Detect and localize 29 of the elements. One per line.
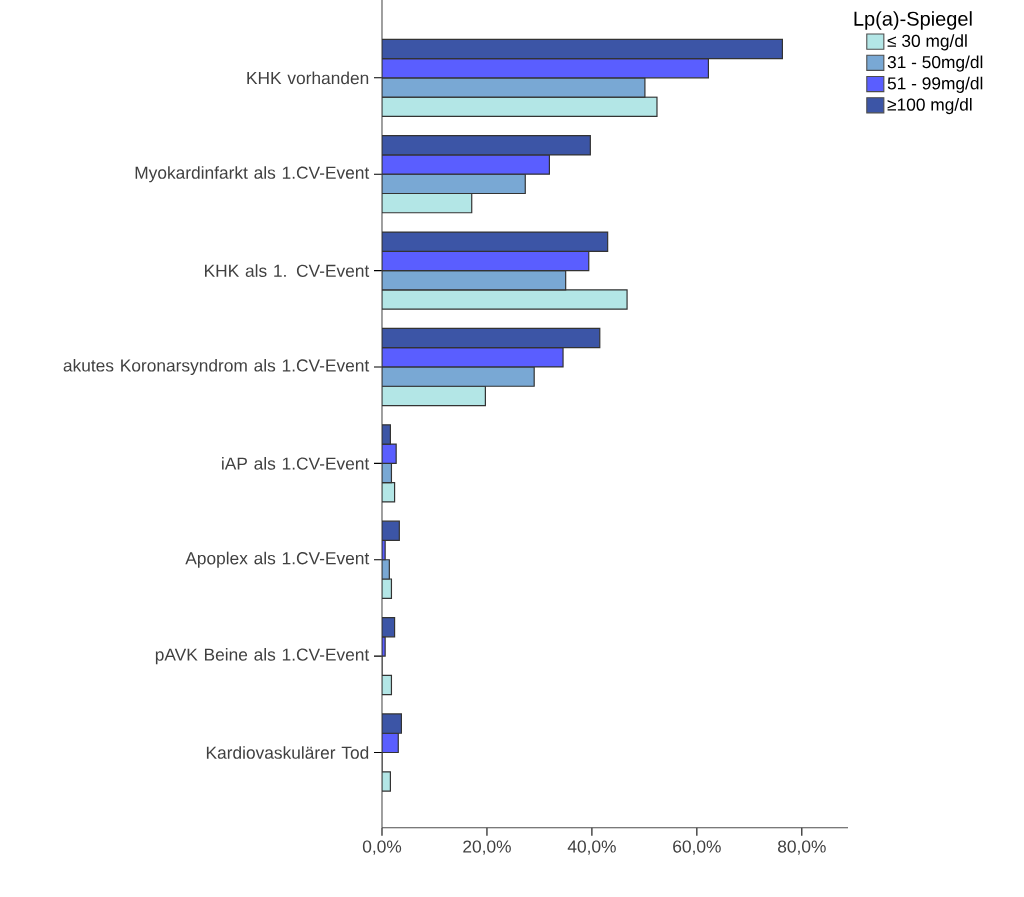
y-tick-label: KHK als 1. CV-Event bbox=[205, 264, 370, 277]
legend-title: Lp(a)-Spiegel bbox=[854, 11, 972, 30]
y-tick-label: iAP als 1.CV-Event bbox=[222, 456, 370, 470]
x-tick-label: 60,0% bbox=[673, 840, 721, 855]
bar bbox=[382, 38, 784, 60]
y-tick-label: Myokardinfarkt als 1.CV-Event bbox=[135, 166, 370, 183]
bar bbox=[382, 231, 609, 252]
bar bbox=[382, 192, 473, 214]
y-tick-label: Kardiovaskulärer Tod bbox=[206, 746, 369, 759]
y-tick-label: akutes Koronarsyndrom als 1.CV-Event bbox=[63, 358, 370, 376]
legend-label: 31 - 50mg/dl bbox=[887, 55, 983, 72]
bar bbox=[382, 96, 658, 117]
legend-label: 51 - 99mg/dl bbox=[887, 76, 983, 93]
bar bbox=[382, 173, 526, 195]
x-tick-label: 0,0% bbox=[362, 840, 402, 855]
bar bbox=[382, 77, 646, 98]
x-tick-label: 40,0% bbox=[567, 840, 616, 855]
bar bbox=[382, 135, 591, 156]
x-tick-label: 20,0% bbox=[463, 840, 511, 855]
legend-label: ≥100 mg/dl bbox=[887, 97, 972, 115]
legend-label: ≤ 30 mg/dl bbox=[887, 34, 967, 51]
y-tick-label: Apoplex als 1.CV-Event bbox=[185, 551, 370, 568]
bar bbox=[382, 366, 535, 387]
x-tick-label: 80,0% bbox=[778, 840, 826, 855]
y-tick-label: KHK vorhanden bbox=[247, 71, 369, 85]
bar bbox=[382, 385, 486, 407]
y-tick-label: pAVK Beine als 1.CV-Event bbox=[155, 648, 370, 665]
bar bbox=[382, 269, 567, 291]
bar bbox=[382, 327, 601, 349]
